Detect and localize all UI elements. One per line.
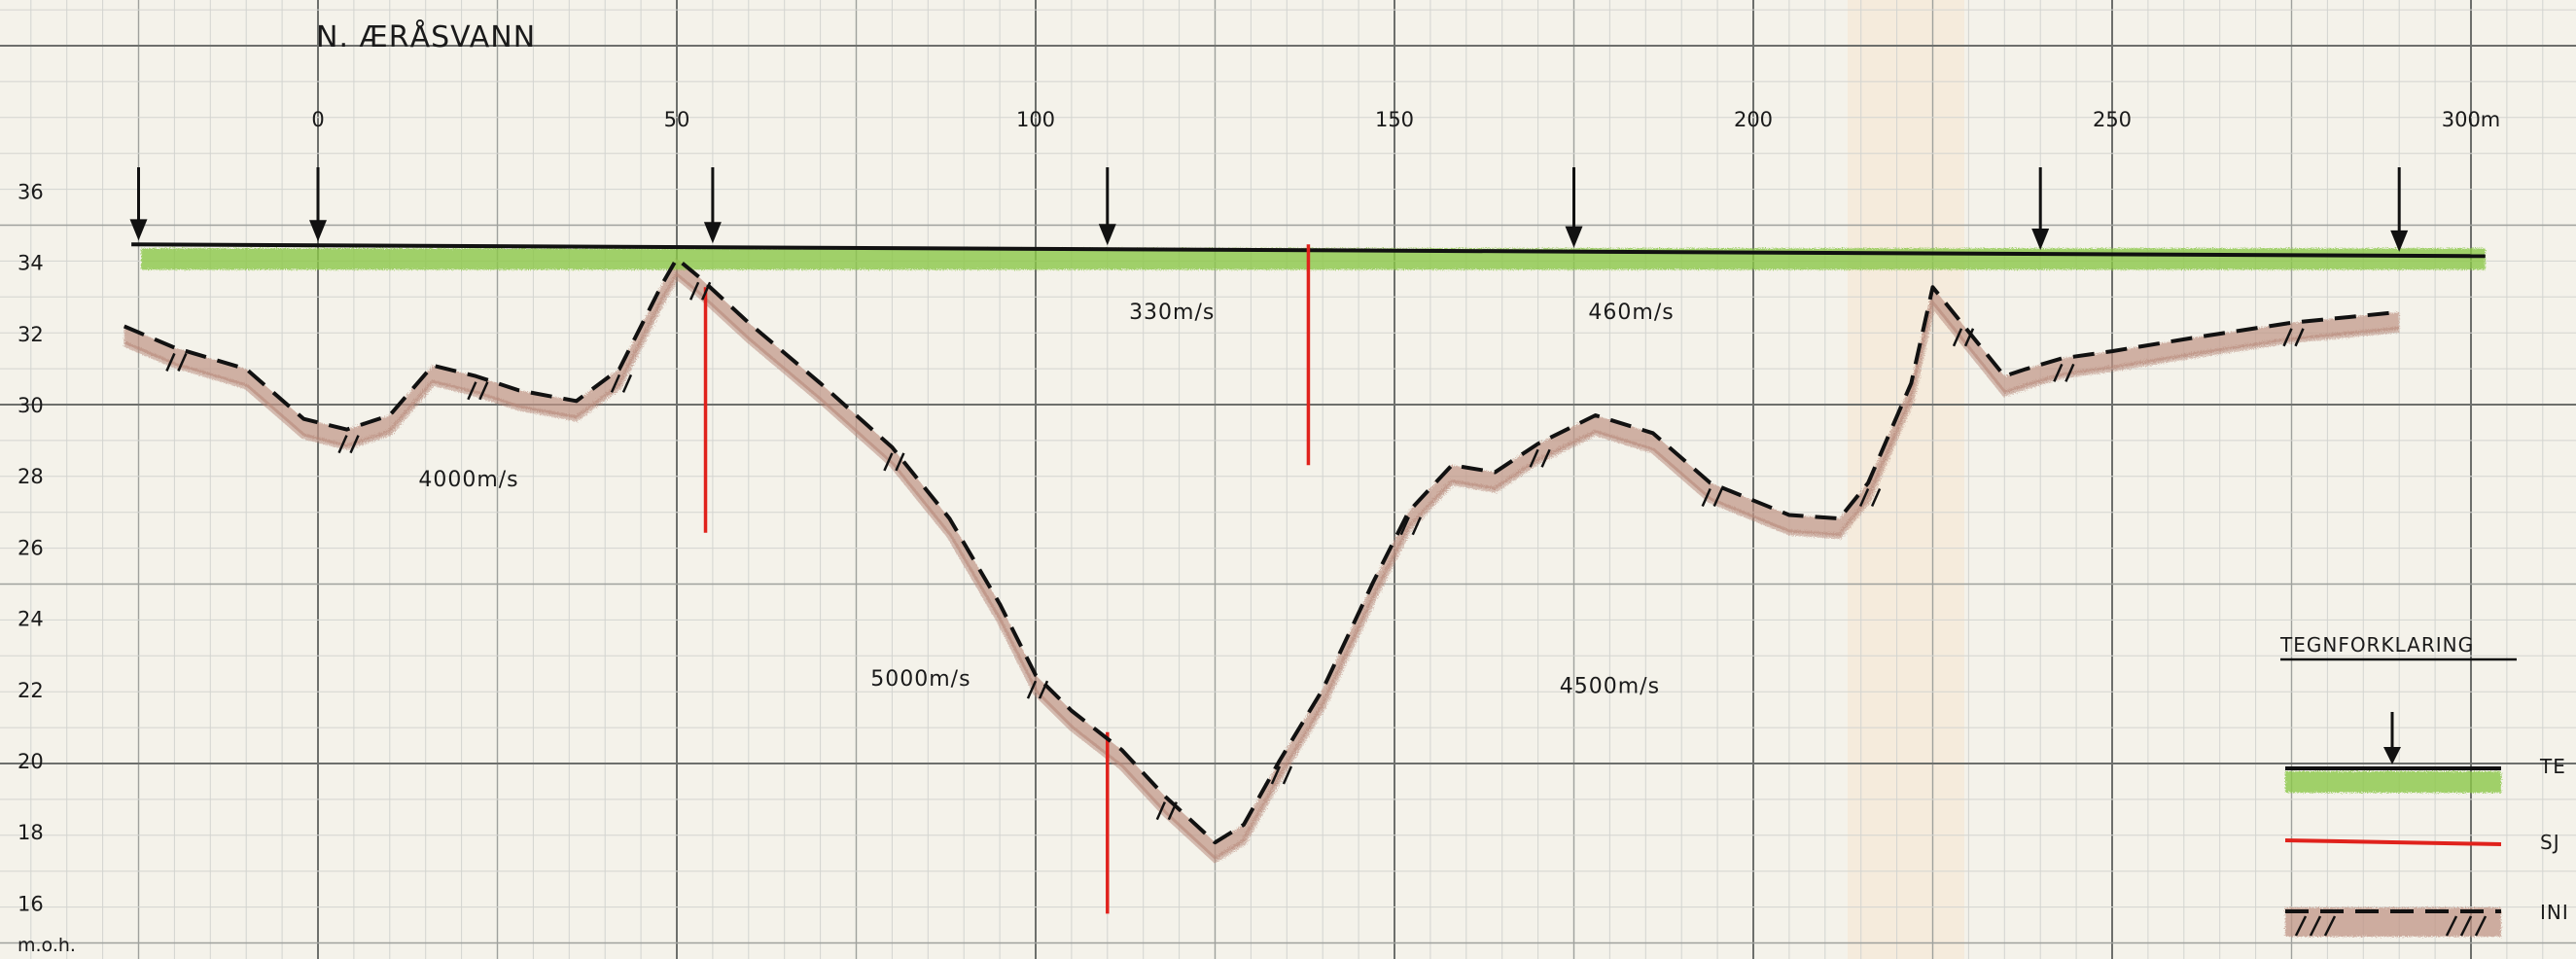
refractor-hatch-mark bbox=[2282, 328, 2293, 347]
x-tick-label: 200 bbox=[1734, 108, 1773, 131]
refractor-hatch-mark bbox=[1540, 448, 1551, 468]
y-tick-label: 26 bbox=[18, 536, 44, 559]
y-tick-label: 20 bbox=[18, 750, 44, 773]
legend-hatch-mark bbox=[2323, 915, 2337, 937]
refractor-line bbox=[123, 256, 2400, 845]
refractor-dashed-line bbox=[123, 256, 2400, 845]
x-tick-label: 50 bbox=[664, 108, 690, 131]
shotpoint-arrow-head bbox=[1098, 224, 1116, 246]
y-tick-label: 16 bbox=[18, 892, 44, 915]
refractor-hatch-mark bbox=[2294, 328, 2305, 347]
paper-stain bbox=[1848, 0, 1964, 959]
velocity-boundaries bbox=[703, 244, 1311, 914]
refractor-hatch-mark bbox=[2053, 363, 2064, 382]
refractor-hatch-mark bbox=[1155, 801, 1166, 821]
refractor-hatch-mark bbox=[337, 435, 348, 454]
shotpoint-arrow-head bbox=[1565, 226, 1583, 248]
shotpoint-arrow-head bbox=[2390, 230, 2409, 252]
shotpoint-arrow-head bbox=[2031, 229, 2050, 251]
legend-label-refractor: INI bbox=[2540, 901, 2569, 924]
refractor-hatch-mark bbox=[1952, 328, 1963, 347]
velocity-label: 4500m/s bbox=[1560, 674, 1660, 698]
refractor-hatch-mark bbox=[1858, 488, 1870, 508]
velocity-label: 4000m/s bbox=[418, 468, 518, 492]
refractor-hatch-mark bbox=[478, 381, 489, 401]
y-tick-label: 34 bbox=[18, 252, 44, 275]
refractor-hatch-mark bbox=[1963, 328, 1975, 347]
refractor-hatch-mark bbox=[895, 452, 905, 472]
y-axis-unit-label: m.o.h. bbox=[18, 935, 76, 956]
refractor-hatch-mark bbox=[1038, 680, 1049, 699]
legend-label-terrain: TE bbox=[2539, 755, 2566, 778]
refractor-hatch-mark bbox=[177, 352, 188, 372]
refractor-hatch-mark bbox=[1870, 488, 1882, 508]
refractor-hatch-mark bbox=[700, 281, 712, 301]
refractor-hatch-mark bbox=[688, 281, 700, 301]
y-tick-label: 32 bbox=[18, 323, 44, 346]
refractor-hatch-mark bbox=[1712, 488, 1723, 508]
y-tick-label: 28 bbox=[18, 465, 44, 488]
refractor-hatch-mark bbox=[349, 435, 360, 454]
x-tick-label: 250 bbox=[2093, 108, 2132, 131]
y-tick-label: 36 bbox=[18, 180, 44, 203]
velocity-label: 330m/s bbox=[1129, 301, 1215, 325]
refractor-hatch-mark bbox=[621, 373, 633, 393]
legend-hatch-mark bbox=[2445, 915, 2458, 937]
refractor-hatch-mark bbox=[1282, 765, 1293, 785]
legend-hatch-mark bbox=[2309, 915, 2322, 937]
legend: TEGNFORKLARING TE SJ INI bbox=[2279, 633, 2569, 937]
refractor-hatch-mark bbox=[2064, 363, 2075, 382]
x-tick-label: 100 bbox=[1016, 108, 1055, 131]
legend-arrow-head bbox=[2383, 747, 2401, 764]
x-tick-label: 0 bbox=[311, 108, 324, 131]
legend-hatch-mark bbox=[2474, 915, 2488, 937]
legend-hatch-mark bbox=[2459, 915, 2473, 937]
refractor-hatch-mark bbox=[1529, 448, 1539, 468]
y-tick-label: 18 bbox=[18, 821, 44, 844]
refractor-shading bbox=[123, 258, 2400, 864]
velocity-label: 5000m/s bbox=[870, 667, 970, 692]
y-tick-label: 24 bbox=[18, 608, 44, 631]
shotpoint-arrow-head bbox=[309, 220, 327, 242]
legend-hatch-mark bbox=[2294, 915, 2308, 937]
profile-title: N. ÆRÅSVANN bbox=[316, 19, 536, 54]
refractor-hatch-mark bbox=[467, 381, 477, 401]
refractor-hatch-mark bbox=[1167, 801, 1178, 821]
x-axis-ticks: 0 50 100 150 200 250 300m bbox=[311, 108, 2500, 131]
shotpoint-arrow-head bbox=[129, 219, 148, 241]
legend-sounding-line bbox=[2284, 838, 2502, 846]
refractor-hatch-mark bbox=[1701, 488, 1711, 508]
y-tick-label: 30 bbox=[18, 394, 44, 417]
refractor-hatch-mark bbox=[165, 352, 176, 372]
refractor-hatch-mark bbox=[610, 373, 621, 393]
refractor-hatch-mark bbox=[1026, 680, 1038, 699]
velocity-label: 460m/s bbox=[1588, 301, 1674, 325]
legend-title: TEGNFORKLARING bbox=[2279, 633, 2474, 657]
x-tick-label: 300m bbox=[2442, 108, 2501, 131]
legend-refractor-hatch bbox=[2294, 915, 2488, 937]
refractor-hatch-mark bbox=[1270, 765, 1282, 785]
refractor-hatch-mark bbox=[1411, 516, 1422, 536]
legend-terrain-green bbox=[2285, 771, 2501, 793]
y-tick-label: 22 bbox=[18, 679, 44, 702]
y-axis-ticks: 36 34 32 30 28 26 24 22 20 18 16 bbox=[18, 180, 44, 915]
shotpoint-arrow-head bbox=[703, 222, 722, 244]
velocity-labels: 330m/s 460m/s 4000m/s 5000m/s 4500m/s bbox=[418, 301, 1674, 698]
x-tick-label: 150 bbox=[1375, 108, 1414, 131]
refractor-shading-edge bbox=[123, 271, 2400, 864]
refractor-hatch-mark bbox=[883, 452, 894, 472]
refractor-hatch-mark bbox=[1399, 516, 1410, 536]
legend-label-sounding: SJ bbox=[2540, 831, 2560, 854]
